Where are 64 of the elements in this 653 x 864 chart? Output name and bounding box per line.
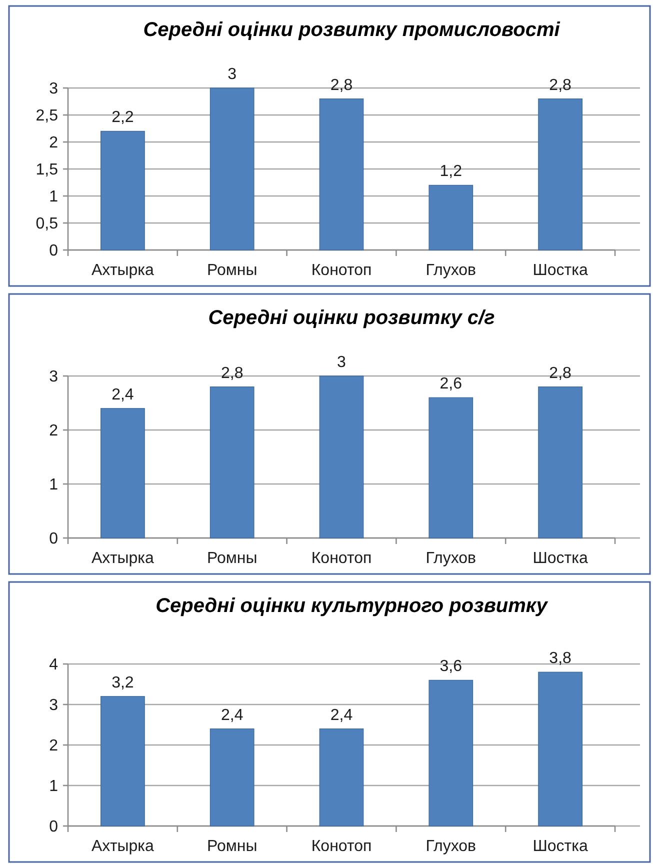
bar xyxy=(428,680,474,826)
data-label: 2,8 xyxy=(549,364,572,382)
bar xyxy=(210,728,254,826)
chart-title: Середні оцінки розвитку промисловості xyxy=(143,19,560,41)
x-tick-label: Глухов xyxy=(426,262,476,279)
bar xyxy=(428,184,474,250)
bar xyxy=(100,408,145,538)
x-tick-label: Ромны xyxy=(207,262,258,279)
y-tick-label: 1 xyxy=(49,476,58,494)
y-tick-label: 3 xyxy=(49,697,58,714)
x-tick-label: Конотоп xyxy=(311,262,372,279)
y-tick-label: 2,5 xyxy=(36,108,58,125)
data-label: 2,2 xyxy=(112,109,134,126)
data-label: 2,8 xyxy=(330,76,353,94)
data-label: 2,4 xyxy=(220,706,244,724)
y-tick-label: 0 xyxy=(49,818,58,836)
x-tick-label: Ромны xyxy=(207,550,258,567)
bar xyxy=(319,376,364,538)
bar xyxy=(538,386,582,538)
y-tick-label: 1,5 xyxy=(36,162,58,179)
x-tick-label: Ахтырка xyxy=(91,838,154,855)
y-tick-label: 1 xyxy=(49,188,58,206)
x-tick-label: Конотоп xyxy=(311,838,372,855)
chart-title: Середні оцінки культурного розвитку xyxy=(156,595,548,617)
bar xyxy=(538,98,582,250)
y-tick-label: 2 xyxy=(49,134,58,152)
y-tick-label: 4 xyxy=(49,656,58,674)
data-label: 2,4 xyxy=(330,706,353,724)
x-tick-label: Шостка xyxy=(532,838,588,855)
data-label: 3,8 xyxy=(549,650,572,668)
y-tick-label: 0 xyxy=(49,530,58,548)
bar xyxy=(319,98,364,250)
data-label: 3,6 xyxy=(440,658,462,676)
data-label: 2,6 xyxy=(440,376,462,393)
data-label: 3 xyxy=(337,354,346,371)
x-tick-label: Ромны xyxy=(207,838,258,855)
data-label: 1,2 xyxy=(440,163,462,180)
x-tick-label: Шостка xyxy=(532,262,588,279)
bar xyxy=(210,88,254,250)
chart-title: Середні оцінки розвитку с/г xyxy=(208,307,496,329)
x-tick-label: Ахтырка xyxy=(91,550,154,567)
data-label: 2,8 xyxy=(549,76,572,94)
bar xyxy=(100,130,145,250)
bar xyxy=(100,696,145,826)
x-tick-label: Глухов xyxy=(426,838,476,855)
data-label: 3,2 xyxy=(112,674,134,692)
data-label: 3 xyxy=(228,66,237,83)
x-tick-label: Шостка xyxy=(532,550,588,567)
y-tick-label: 3 xyxy=(49,368,58,386)
bar xyxy=(210,386,254,538)
y-tick-label: 2 xyxy=(49,738,58,755)
y-tick-label: 0 xyxy=(49,242,58,260)
x-tick-label: Ахтырка xyxy=(91,262,154,279)
x-tick-label: Конотоп xyxy=(311,550,372,567)
x-tick-label: Глухов xyxy=(426,550,476,567)
y-tick-label: 3 xyxy=(49,80,58,98)
bar xyxy=(319,728,364,826)
y-tick-label: 0,5 xyxy=(36,216,58,233)
bar xyxy=(538,672,582,826)
y-tick-label: 1 xyxy=(49,778,58,796)
y-tick-label: 2 xyxy=(49,422,58,440)
bar xyxy=(428,397,474,538)
data-label: 2,4 xyxy=(112,386,134,404)
data-label: 2,8 xyxy=(220,364,244,382)
